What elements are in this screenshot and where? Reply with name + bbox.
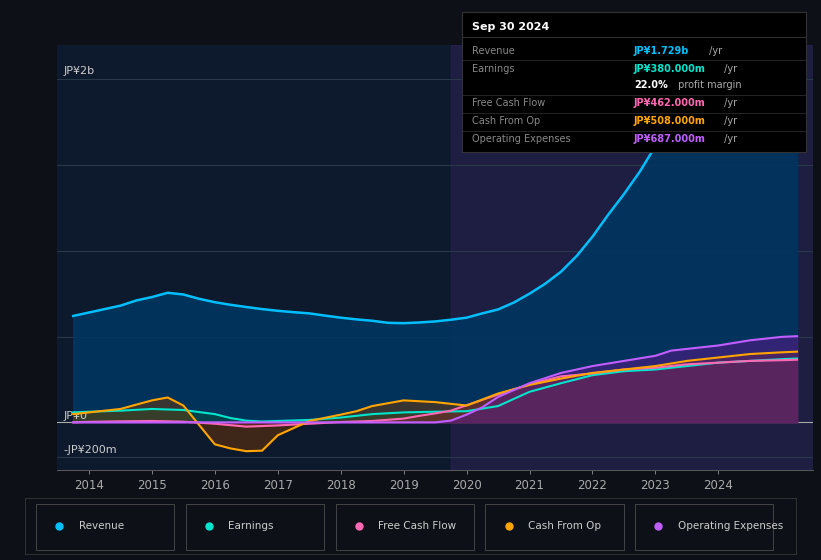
Text: JP¥380.000m: JP¥380.000m	[634, 64, 706, 74]
Text: Cash From Op: Cash From Op	[472, 116, 540, 126]
Text: JP¥0: JP¥0	[64, 411, 88, 421]
Text: Earnings: Earnings	[472, 64, 515, 74]
Bar	[186, 504, 324, 550]
Bar	[336, 504, 474, 550]
Text: Free Cash Flow: Free Cash Flow	[472, 98, 546, 108]
Text: Earnings: Earnings	[228, 521, 274, 531]
Text: JP¥462.000m: JP¥462.000m	[634, 98, 706, 108]
Text: JP¥508.000m: JP¥508.000m	[634, 116, 706, 126]
Text: profit margin: profit margin	[676, 80, 742, 90]
Text: /yr: /yr	[721, 98, 736, 108]
Text: Operating Expenses: Operating Expenses	[677, 521, 782, 531]
Bar	[635, 504, 773, 550]
Bar	[485, 504, 623, 550]
Text: Cash From Op: Cash From Op	[528, 521, 601, 531]
Text: Sep 30 2024: Sep 30 2024	[472, 22, 550, 32]
Text: JP¥1.729b: JP¥1.729b	[634, 46, 690, 56]
Text: Free Cash Flow: Free Cash Flow	[378, 521, 456, 531]
Text: Operating Expenses: Operating Expenses	[472, 134, 571, 144]
Text: /yr: /yr	[721, 134, 736, 144]
Text: /yr: /yr	[705, 46, 722, 56]
Text: JP¥2b: JP¥2b	[64, 66, 95, 76]
Text: Revenue: Revenue	[79, 521, 124, 531]
Bar	[451, 45, 821, 470]
Text: /yr: /yr	[721, 64, 736, 74]
Text: JP¥687.000m: JP¥687.000m	[634, 134, 706, 144]
Text: 22.0%: 22.0%	[634, 80, 667, 90]
Text: /yr: /yr	[721, 116, 736, 126]
Bar	[36, 504, 174, 550]
Text: -JP¥200m: -JP¥200m	[64, 445, 117, 455]
Text: Revenue: Revenue	[472, 46, 515, 56]
